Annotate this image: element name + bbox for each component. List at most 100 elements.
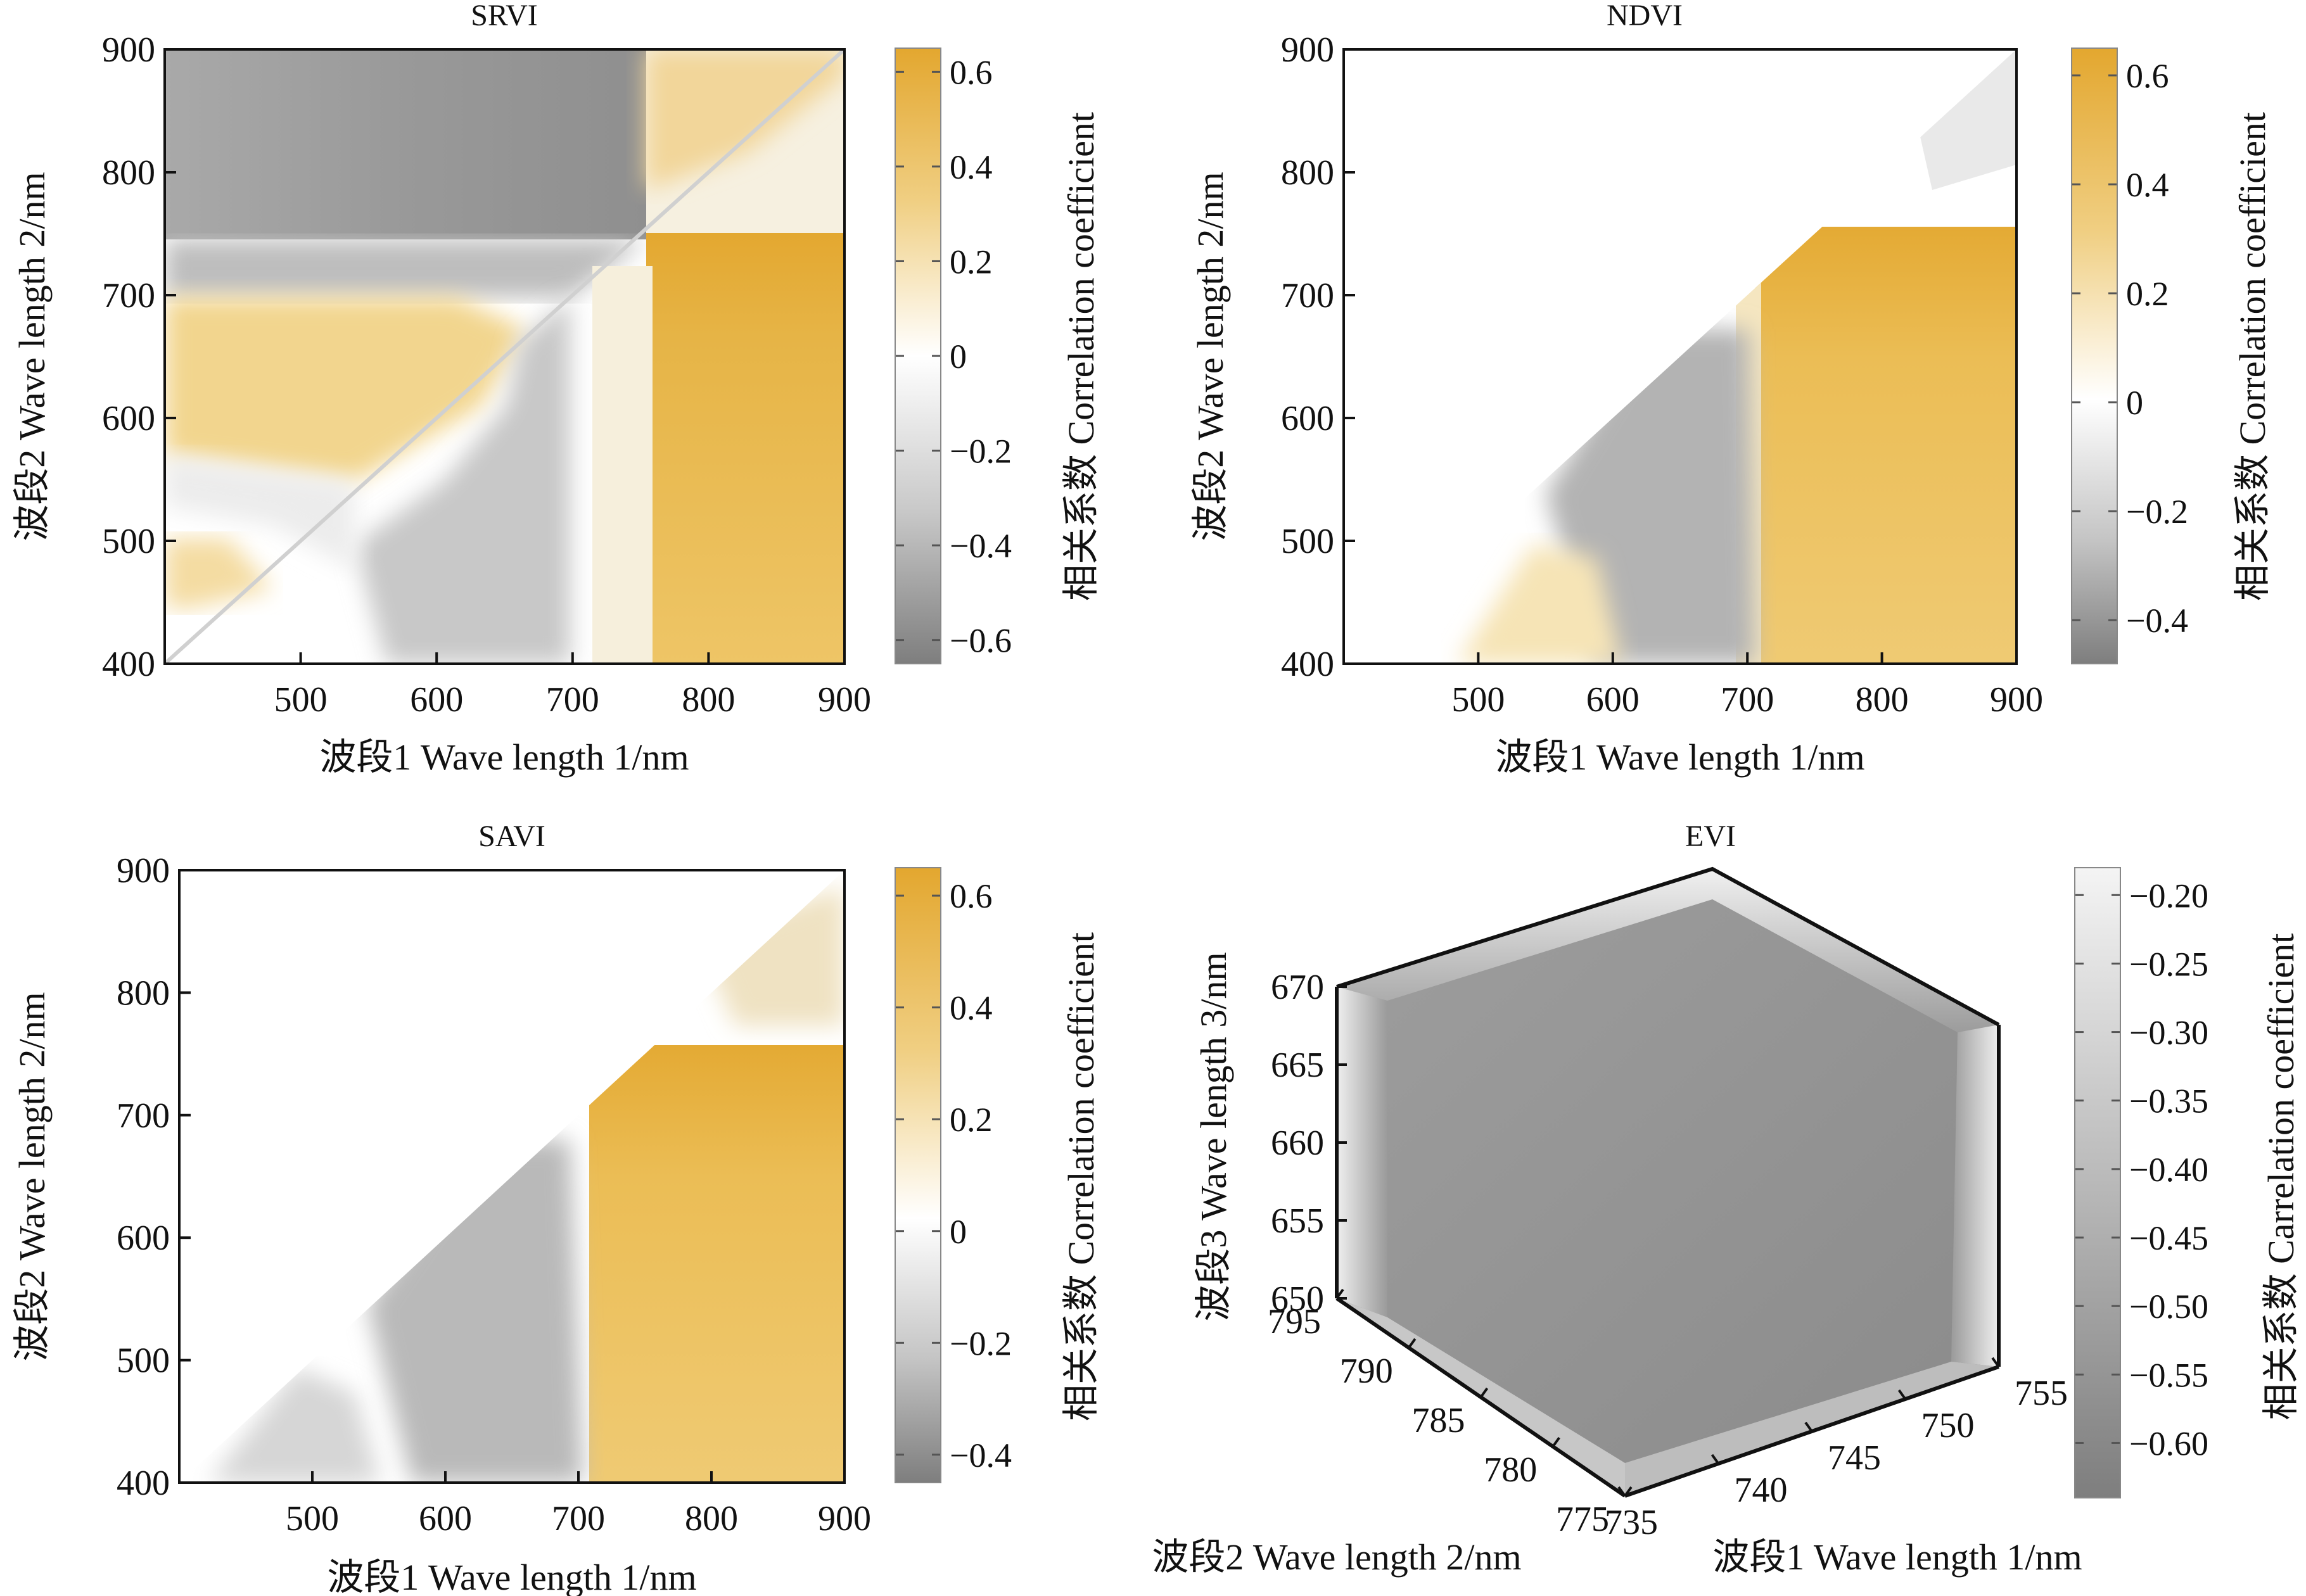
ndvi-x-tick-label: 900 [1990, 680, 2043, 719]
savi-colorbar-tick-label: 0.2 [950, 1101, 993, 1139]
srvi-colorbar-tick-label: 0.2 [950, 243, 993, 281]
ndvi-colorbar-tick-label: 0.6 [2126, 57, 2169, 95]
srvi-colorbar-ticks: 0.6 0.4 0.2 0 −0.2 −0.4 −0.6 [895, 48, 1012, 664]
savi-colorbar-tick-label: −0.2 [950, 1324, 1012, 1362]
srvi-panel: SRVI 500 600 700 800 900 400500600700800900 … [11, 0, 1102, 778]
ndvi-colorbar [2072, 48, 2117, 664]
evi-colorbar-tick-label: −0.60 [2129, 1424, 2208, 1462]
evi-z-label: 波段3 Wave length 3/nm [1193, 952, 1234, 1321]
srvi-colorbar-tick-label: −0.4 [950, 527, 1012, 565]
evi-colorbar-tick-label: −0.35 [2129, 1082, 2208, 1120]
evi-y-tick-label: 780 [1484, 1450, 1537, 1490]
srvi-y-tick-label: 400 [102, 645, 155, 684]
savi-y-tick-label: 700 [117, 1096, 170, 1136]
savi-y-tick-label: 400 [117, 1464, 170, 1503]
savi-x-tick-label: 900 [818, 1499, 871, 1538]
evi-x-tick-label: 745 [1828, 1438, 1881, 1478]
savi-x-axis: 500 600 700 800 900 [286, 1471, 871, 1538]
srvi-y-tick-label: 500 [102, 522, 155, 561]
savi-y-tick-label: 500 [117, 1341, 170, 1381]
ndvi-y-tick-label: 500 [1281, 522, 1334, 561]
savi-x-tick-label: 800 [685, 1499, 738, 1538]
evi-colorbar-tick-label: −0.20 [2129, 877, 2208, 915]
ndvi-colorbar-ticks: 0.6 0.4 0.2 0 −0.2 −0.4 [2071, 48, 2188, 664]
savi-plot-frame [178, 869, 846, 1484]
srvi-title: SRVI [471, 0, 538, 32]
evi-colorbar [2075, 868, 2120, 1498]
evi-x-label: 波段1 Wave length 1/nm [1712, 1536, 2082, 1578]
savi-panel: SAVI 500 600 700 800 900 400500600700800900 … [11, 820, 1102, 1596]
srvi-colorbar-frame [895, 48, 941, 664]
evi-y-tick [1624, 1486, 1633, 1497]
evi-y-tick [1551, 1436, 1560, 1448]
srvi-x-label: 波段1 Wave length 1/nm [319, 737, 689, 778]
evi-colorbar-tick-label: −0.50 [2129, 1288, 2208, 1326]
srvi-y-label: 波段2 Wave length 2/nm [11, 172, 53, 541]
ndvi-y-tick-label: 400 [1281, 645, 1334, 684]
savi-colorbar [895, 868, 941, 1483]
srvi-x-tick-label: 800 [682, 680, 735, 719]
savi-colorbar-ticks: 0.6 0.4 0.2 0 −0.2 −0.4 [895, 867, 1012, 1483]
savi-y-label: 波段2 Wave length 2/nm [11, 992, 53, 1361]
savi-colorbar-tick-label: −0.4 [950, 1436, 1012, 1474]
srvi-x-axis: 500 600 700 800 900 [274, 652, 871, 719]
srvi-colorbar-tick-label: 0 [950, 338, 967, 376]
ndvi-y-label: 波段2 Wave length 2/nm [1190, 172, 1231, 541]
srvi-y-tick-label: 700 [102, 276, 155, 315]
evi-y-axis: 775 780 785 790 795 [1268, 1288, 1633, 1539]
ndvi-y-tick-label: 600 [1281, 399, 1334, 438]
evi-colorbar-tick-label: −0.40 [2129, 1151, 2208, 1189]
ndvi-colorbar-tick-label: −0.4 [2126, 602, 2188, 640]
savi-y-tick-label: 900 [117, 851, 170, 890]
savi-colorbar-tick-label: 0 [950, 1213, 967, 1251]
ndvi-x-axis: 500 600 700 800 900 [1451, 652, 2043, 719]
evi-x-tick [1991, 1357, 2000, 1368]
savi-heatmap [179, 870, 844, 1483]
evi-y-tick-label: 790 [1340, 1352, 1393, 1391]
evi-y-tick [1335, 1288, 1344, 1300]
savi-colorbar-label: 相关系数 Correlation coefficient [1061, 932, 1102, 1421]
evi-z-tick-label: 655 [1271, 1201, 1324, 1241]
savi-x-tick-label: 700 [552, 1499, 605, 1538]
evi-y-tick-label: 795 [1268, 1302, 1321, 1341]
ndvi-x-tick-label: 800 [1856, 680, 1909, 719]
ndvi-title: NDVI [1607, 0, 1683, 32]
evi-y-tick-label: 785 [1412, 1401, 1465, 1440]
evi-y-tick [1408, 1338, 1417, 1349]
srvi-plot-frame [163, 48, 846, 665]
ndvi-x-tick-label: 500 [1451, 680, 1505, 719]
evi-y-label: 波段2 Wave length 2/nm [1152, 1536, 1521, 1578]
srvi-colorbar-tick-label: 0.6 [950, 53, 993, 91]
evi-colorbar-label: 相关系数 Carrelation coefficient [2260, 934, 2302, 1421]
evi-x-tick [1710, 1454, 1720, 1465]
evi-y-tick-label: 775 [1556, 1500, 1609, 1539]
evi-y-tick [1479, 1387, 1489, 1398]
savi-x-tick-label: 600 [419, 1499, 472, 1538]
savi-y-tick-label: 800 [117, 973, 170, 1013]
ndvi-x-label: 波段1 Wave length 1/nm [1495, 737, 1864, 778]
evi-title: EVI [1685, 820, 1736, 853]
evi-x-tick-label: 735 [1605, 1503, 1658, 1542]
ndvi-y-tick-label: 700 [1281, 276, 1334, 315]
srvi-colorbar-tick-label: −0.6 [950, 622, 1012, 660]
srvi-y-tick-label: 900 [102, 30, 155, 70]
savi-x-label: 波段1 Wave length 1/nm [327, 1557, 696, 1596]
evi-z-tick-label: 665 [1271, 1046, 1324, 1085]
evi-colorbar-tick-label: −0.55 [2129, 1356, 2208, 1394]
srvi-heatmap [165, 49, 844, 664]
evi-x-tick [1804, 1421, 1813, 1433]
savi-x-tick-label: 500 [286, 1499, 339, 1538]
ndvi-colorbar-tick-label: −0.2 [2126, 493, 2188, 531]
evi-x-axis: 735 740 745 750 755 [1605, 1357, 2068, 1542]
ndvi-y-tick-label: 900 [1281, 30, 1334, 70]
savi-title: SAVI [478, 820, 545, 853]
srvi-colorbar-label: 相关系数 Correlation coefficient [1061, 112, 1102, 601]
evi-x-tick-label: 740 [1735, 1471, 1788, 1510]
evi-x-tick-label: 755 [2015, 1374, 2068, 1413]
srvi-x-tick-label: 500 [274, 680, 328, 719]
srvi-colorbar-tick-label: −0.2 [950, 433, 1012, 471]
savi-colorbar-tick-label: 0.4 [950, 989, 993, 1027]
ndvi-colorbar-tick-label: 0.4 [2126, 166, 2169, 204]
